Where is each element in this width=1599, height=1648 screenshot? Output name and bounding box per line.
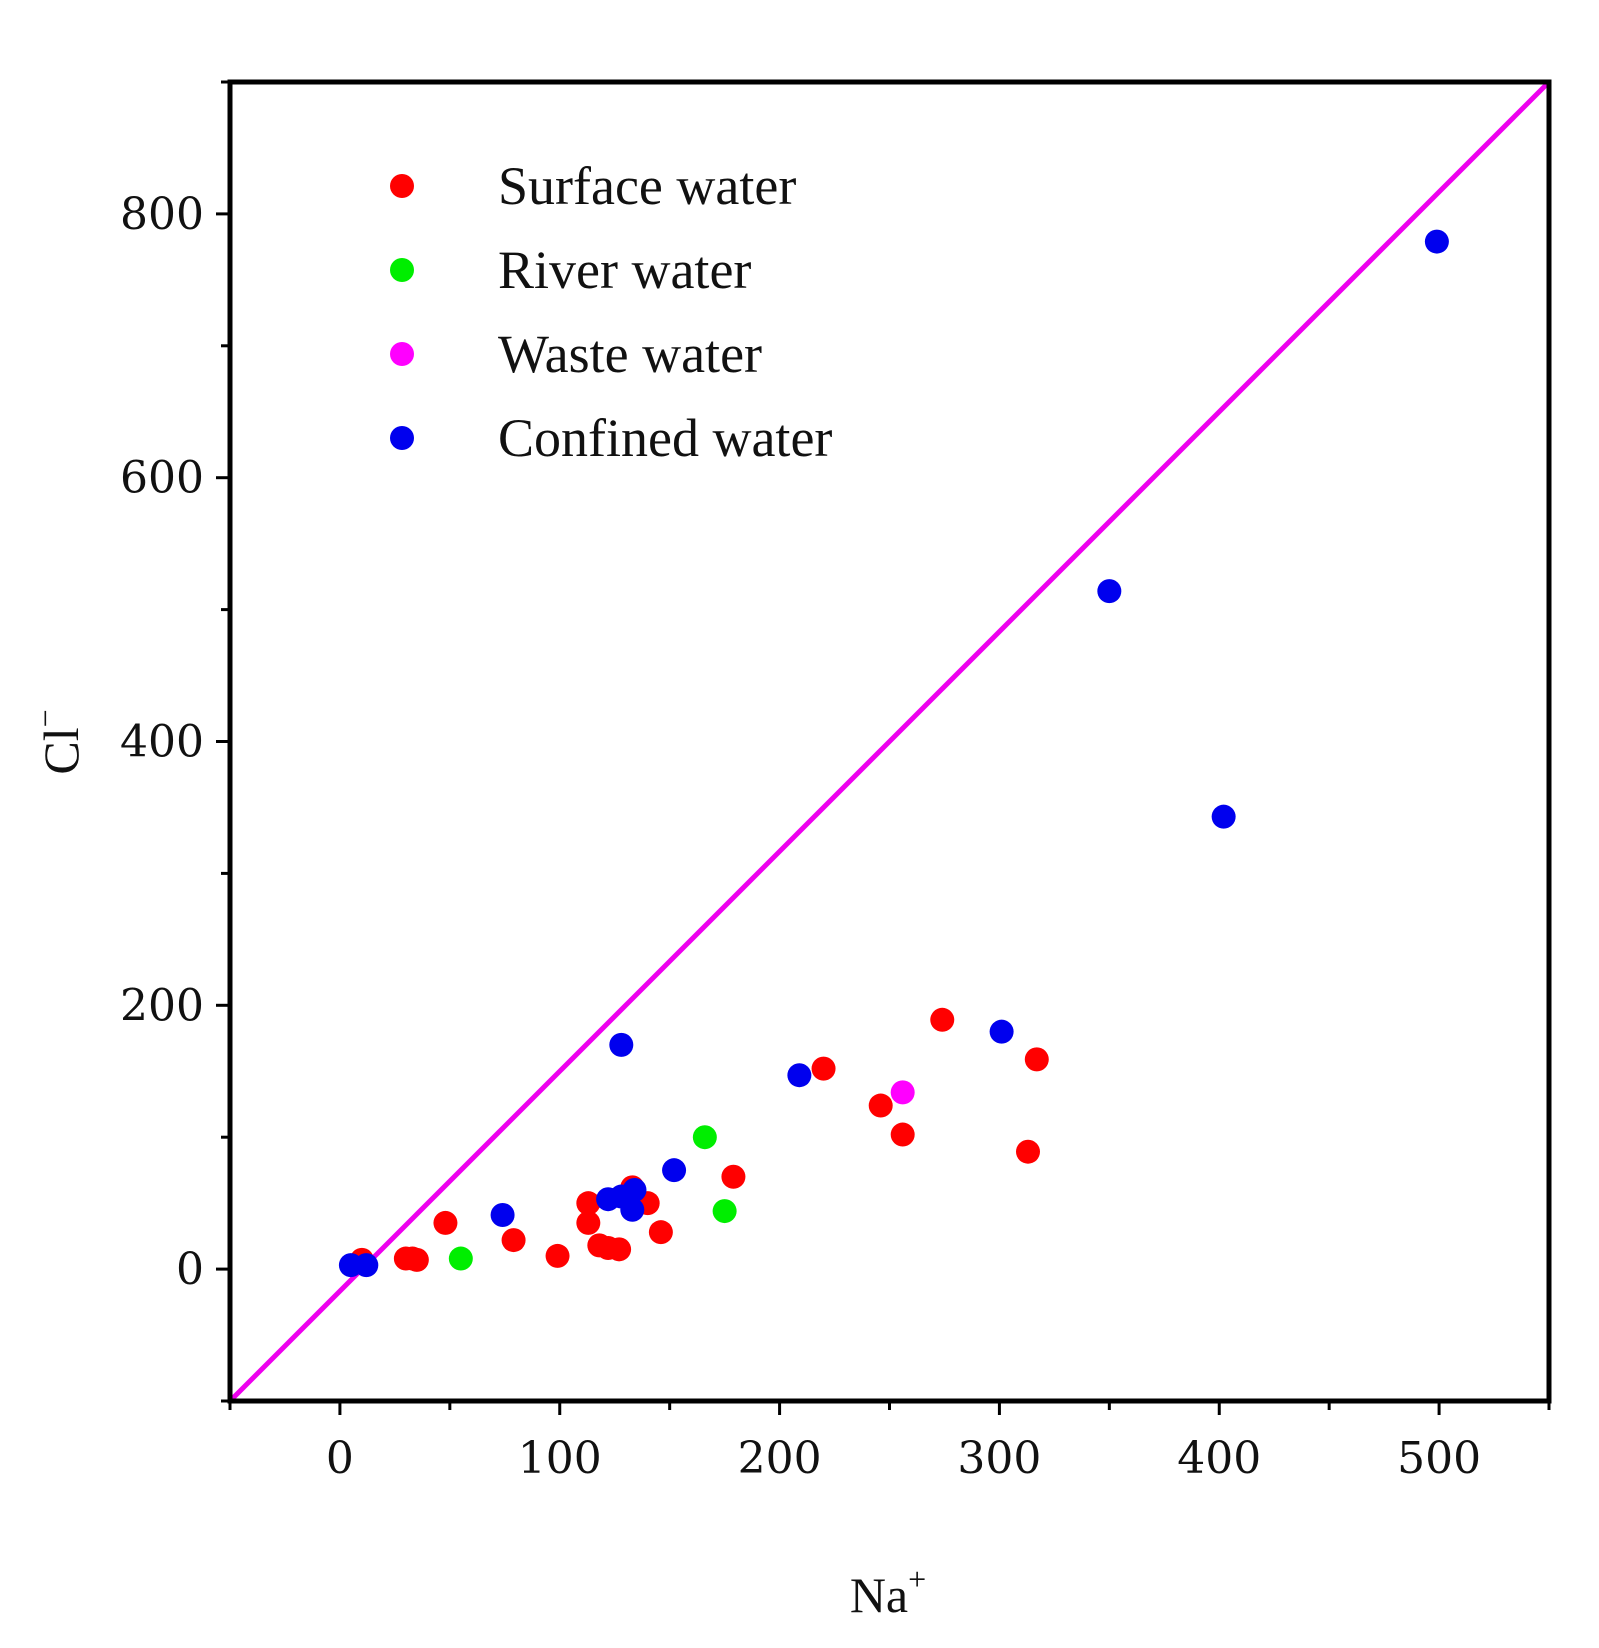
point-confined-water bbox=[1097, 579, 1122, 604]
point-surface-water bbox=[648, 1220, 673, 1245]
point-surface-water bbox=[607, 1237, 632, 1262]
point-surface-water bbox=[433, 1210, 458, 1235]
x-tick-label: 100 bbox=[518, 1433, 602, 1484]
legend-label-confined-water: Confined water bbox=[498, 408, 832, 468]
point-confined-water bbox=[1211, 804, 1236, 829]
x-axis-title: Na+ bbox=[850, 1561, 926, 1623]
point-surface-water bbox=[576, 1210, 601, 1235]
point-surface-water bbox=[404, 1247, 429, 1272]
x-axis-ticks: 0 100 200 300 400 500 bbox=[228, 1401, 1551, 1484]
legend: Surface water River water Waste water Confi… bbox=[390, 156, 832, 468]
x-tick-label: 400 bbox=[1177, 1433, 1261, 1484]
point-confined-water bbox=[609, 1032, 634, 1057]
y-tick-label: 400 bbox=[120, 717, 204, 768]
legend-marker-surface-water bbox=[390, 174, 414, 198]
y-tick-label: 800 bbox=[120, 189, 204, 240]
point-waste-water bbox=[890, 1080, 915, 1105]
point-surface-water bbox=[501, 1228, 526, 1253]
point-river-water bbox=[712, 1199, 737, 1224]
point-river-water bbox=[692, 1125, 717, 1150]
y-axis-title: Cl− bbox=[27, 709, 89, 774]
point-confined-water bbox=[620, 1197, 645, 1222]
x-tick-label: 500 bbox=[1397, 1433, 1481, 1484]
point-surface-water bbox=[721, 1164, 746, 1189]
y-axis-title-superscript: − bbox=[27, 709, 63, 727]
plot-frame bbox=[227, 79, 1552, 1404]
legend-marker-river-water bbox=[390, 258, 414, 282]
point-surface-water bbox=[576, 1191, 601, 1216]
point-surface-water bbox=[811, 1056, 836, 1081]
data-points bbox=[338, 229, 1449, 1278]
y-tick-label: 600 bbox=[120, 453, 204, 504]
point-confined-water bbox=[622, 1177, 647, 1202]
legend-marker-confined-water bbox=[390, 426, 414, 450]
y-axis-title-label: Cl bbox=[33, 727, 89, 774]
legend-label-waste-water: Waste water bbox=[498, 324, 762, 384]
point-confined-water bbox=[662, 1158, 687, 1183]
point-surface-water bbox=[890, 1122, 915, 1147]
point-confined-water bbox=[989, 1019, 1014, 1044]
y-axis-ticks: 0 200 400 600 800 bbox=[120, 80, 230, 1403]
legend-marker-waste-water bbox=[390, 342, 414, 366]
point-confined-water bbox=[490, 1203, 515, 1228]
point-confined-water bbox=[787, 1063, 812, 1088]
point-surface-water bbox=[545, 1243, 570, 1268]
x-tick-label: 200 bbox=[738, 1433, 822, 1484]
y-tick-label: 0 bbox=[176, 1244, 204, 1295]
legend-label-river-water: River water bbox=[498, 240, 751, 300]
y-tick-label: 200 bbox=[120, 980, 204, 1031]
x-tick-label: 300 bbox=[957, 1433, 1041, 1484]
point-confined-water bbox=[354, 1253, 379, 1278]
point-surface-water bbox=[868, 1093, 893, 1118]
legend-label-surface-water: Surface water bbox=[498, 156, 796, 216]
x-axis-title-label: Na bbox=[850, 1567, 908, 1623]
point-surface-water bbox=[1015, 1139, 1040, 1164]
point-surface-water bbox=[1024, 1047, 1049, 1072]
point-surface-water bbox=[930, 1007, 955, 1032]
point-confined-water bbox=[1424, 229, 1449, 254]
point-river-water bbox=[448, 1246, 473, 1271]
x-axis-title-superscript: + bbox=[908, 1561, 926, 1597]
reference-line bbox=[230, 82, 1549, 1401]
x-tick-label: 0 bbox=[326, 1433, 354, 1484]
